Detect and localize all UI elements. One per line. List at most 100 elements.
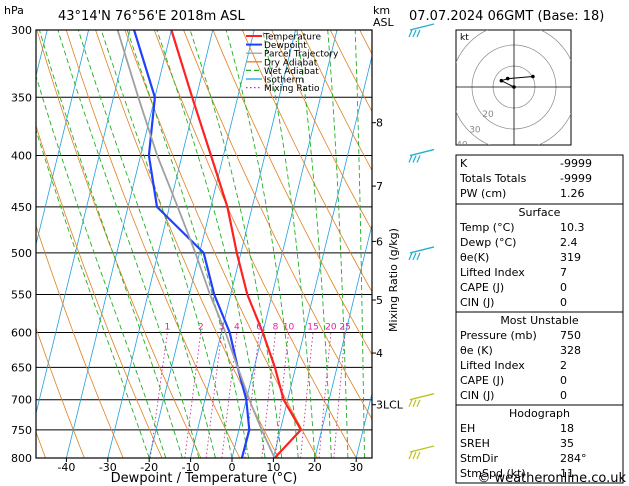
dry-adiabat-line <box>124 30 318 458</box>
index-value: 11 <box>560 467 574 480</box>
wind-barb-flag <box>408 155 413 163</box>
location-title: 43°14'N 76°56'E 2018m ASL <box>58 9 246 24</box>
index-label: K <box>460 157 468 170</box>
wind-barb <box>408 246 435 261</box>
mixing-ratio-label: 15 <box>307 322 318 332</box>
index-value: 750 <box>560 329 581 342</box>
wind-barb-flag <box>416 399 421 407</box>
index-label: StmSpd (kt) <box>460 467 526 480</box>
index-label: CIN (J) <box>460 296 494 309</box>
height-unit-km: km <box>373 4 390 17</box>
wet-adiabat-line <box>156 30 266 458</box>
index-label: CAPE (J) <box>460 374 504 387</box>
wind-barb-flag <box>412 399 417 407</box>
hodograph-point <box>531 74 535 79</box>
wet-adiabat-line <box>262 30 316 458</box>
indices-box <box>455 203 624 313</box>
isotherm-line <box>273 54 372 458</box>
wet-adiabat-line <box>225 30 299 458</box>
pressure-unit-label: hPa <box>4 4 24 17</box>
index-label: Pressure (mb) <box>460 329 537 342</box>
index-label: PW (cm) <box>460 187 506 200</box>
hodograph-point <box>505 76 510 81</box>
index-value: 328 <box>560 344 581 357</box>
index-label: StmDir <box>460 452 499 465</box>
mixing-ratio-label: 25 <box>339 322 350 332</box>
wet-adiabat-line <box>100 30 233 458</box>
index-label: EH <box>460 422 475 435</box>
temperature-tick-label: -40 <box>57 461 75 474</box>
wind-barb <box>408 445 435 460</box>
wind-barb-flag <box>408 252 413 261</box>
index-value: 319 <box>560 251 581 264</box>
wet-adiabat-line <box>36 128 150 458</box>
indices-section-title: Hodograph <box>509 407 570 420</box>
mixing-ratio-labels: 1 2 3 4 6 8 10 15 20 25 <box>164 322 350 332</box>
legend-label: Isotherm <box>264 76 304 86</box>
wind-barb-flag <box>412 451 417 460</box>
legend-label: Mixing Ratio <box>264 84 320 94</box>
index-label: Temp (°C) <box>459 221 515 234</box>
pressure-tick-label: 800 <box>11 452 32 465</box>
wet-adiabat-line <box>327 30 349 458</box>
wind-barb-staff <box>409 445 435 453</box>
pressure-tick-label: 300 <box>11 24 32 37</box>
mixing-ratio-line <box>184 332 202 458</box>
index-value: 10.3 <box>560 221 585 234</box>
wind-barb-flag <box>408 451 413 460</box>
wind-barb-flag <box>412 29 417 38</box>
dry-adiabat-line <box>36 30 202 458</box>
dry-adiabat-line <box>36 326 85 458</box>
mixing-ratio-label: 8 <box>273 322 279 332</box>
index-value: 0 <box>560 281 567 294</box>
wind-barb-staff <box>409 23 435 31</box>
legend-label: Parcel Trajectory <box>264 50 339 60</box>
pressure-tick-label: 450 <box>11 201 32 214</box>
dry-adiabat-line <box>271 30 372 232</box>
dry-adiabat-line <box>624 30 629 458</box>
wet-adiabat-line <box>77 30 216 458</box>
plot-traces <box>116 30 303 458</box>
height-tick-label: 4 <box>376 347 383 360</box>
pressure-tick-label: 550 <box>11 288 32 301</box>
temperature-tick-label: -30 <box>99 461 117 474</box>
index-label: Lifted Index <box>460 266 525 279</box>
isotherm-line <box>107 30 214 458</box>
index-value: 0 <box>560 296 567 309</box>
height-tick-label: 3LCL <box>376 399 404 412</box>
pressure-tick-label: 700 <box>11 394 32 407</box>
height-tick-label: 5 <box>376 294 383 307</box>
pressure-tick-label: 750 <box>11 424 32 437</box>
index-value: 35 <box>560 437 574 450</box>
hodograph-point <box>512 85 516 89</box>
wind-barbs <box>408 23 435 460</box>
pressure-tick-label: 600 <box>11 326 32 339</box>
height-tick-label: 8 <box>376 117 383 130</box>
plot-frame <box>35 29 373 459</box>
dry-adiabat-line <box>241 30 372 293</box>
dry-adiabat-line <box>36 124 163 458</box>
indices-box <box>455 311 624 406</box>
temperature-tick-label: 0 <box>229 461 236 474</box>
index-label: Dewp (°C) <box>460 236 516 249</box>
index-value: 284° <box>560 452 587 465</box>
mixing-ratio-line <box>333 332 346 458</box>
wet-adiabat-line <box>354 30 365 458</box>
temperature-trace <box>170 30 303 458</box>
isotherm-line <box>66 30 172 458</box>
index-label: SREH <box>460 437 490 450</box>
indices-section-title: Most Unstable <box>500 314 579 327</box>
pressure-tick-label: 500 <box>11 247 32 260</box>
mixing-ratio-label: 4 <box>234 322 240 332</box>
dry-adiabat-line <box>65 30 241 458</box>
index-label: θe (K) <box>460 344 493 357</box>
dry-adiabat-line <box>36 224 124 458</box>
height-axis: 8 7 6 5 4 3LCL <box>372 117 404 412</box>
wind-barb <box>408 23 435 38</box>
mixing-ratio-label: 20 <box>325 322 337 332</box>
index-value: 2.4 <box>560 236 578 249</box>
hodograph-point <box>499 78 504 83</box>
index-value: -9999 <box>560 157 592 170</box>
mixing-ratio-label: 10 <box>283 322 295 332</box>
